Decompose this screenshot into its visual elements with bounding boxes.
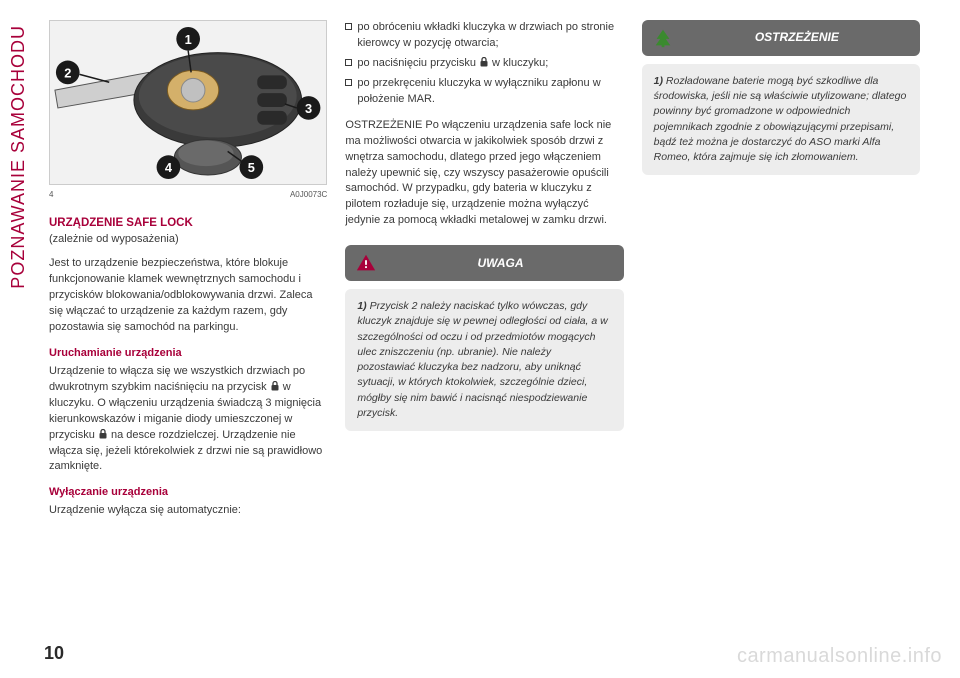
- alert-text: Rozładowane baterie mogą być szkodliwe d…: [654, 75, 907, 163]
- svg-text:3: 3: [305, 101, 312, 116]
- activation-heading: Uruchamianie urządzenia: [49, 346, 327, 362]
- uwaga-alert: UWAGA 1) Przycisk 2 należy naciskać tylk…: [345, 245, 623, 431]
- bullet-text: po obróceniu wkładki kluczyka w drzwiach…: [357, 20, 623, 52]
- alert-ref: 1): [357, 300, 366, 312]
- warning-paragraph: OSTRZEŻENIE Po włączeniu urządzenia safe…: [345, 118, 623, 230]
- column-2: po obróceniu wkładki kluczyka w drzwiach…: [345, 20, 623, 658]
- lock-icon: [479, 57, 489, 67]
- key-fob-illustration: 1 2 3 4 5: [49, 20, 327, 185]
- deactivation-text: Urządzenie wyłącza się automatycznie:: [49, 503, 327, 519]
- bullet-item: po przekręceniu kluczyka w wyłączniku za…: [345, 76, 623, 108]
- bullet-icon: [345, 59, 352, 66]
- deactivation-heading: Wyłączanie urządzenia: [49, 485, 327, 501]
- section-tab: POZNAWANIE SAMOCHODU: [0, 25, 41, 289]
- column-1: 1 2 3 4 5 4 A0J0073C URZĄDZENIE SAFE LOC…: [49, 20, 327, 658]
- alert-title: OSTRZEŻENIE: [684, 29, 910, 46]
- alert-title: UWAGA: [387, 255, 613, 272]
- alert-ref: 1): [654, 75, 663, 87]
- lock-icon: [98, 429, 108, 439]
- svg-text:4: 4: [165, 160, 173, 175]
- figure-code: A0J0073C: [290, 189, 327, 201]
- ostrzezenie-alert: OSTRZEŻENIE 1) Rozładowane baterie mogą …: [642, 20, 920, 175]
- svg-text:5: 5: [248, 160, 255, 175]
- equipment-note: (zależnie od wyposażenia): [49, 232, 327, 248]
- alert-text: Przycisk 2 należy naciskać tylko wówczas…: [357, 300, 607, 419]
- bullet-text: po przekręceniu kluczyka w wyłączniku za…: [357, 76, 623, 108]
- page-number: 10: [44, 643, 64, 664]
- alert-body: 1) Rozładowane baterie mogą być szkodliw…: [642, 64, 920, 175]
- svg-text:2: 2: [64, 65, 71, 80]
- figure-caption: 4 A0J0073C: [49, 189, 327, 201]
- bullet-item: po obróceniu wkładki kluczyka w drzwiach…: [345, 20, 623, 52]
- safe-lock-description: Jest to urządzenie bezpieczeństwa, które…: [49, 256, 327, 336]
- warning-triangle-icon: [355, 252, 377, 274]
- eco-tree-icon: [652, 27, 674, 49]
- activation-text: Urządzenie to włącza się we wszystkich d…: [49, 364, 327, 476]
- content-columns: 1 2 3 4 5 4 A0J0073C URZĄDZENIE SAFE LOC…: [41, 20, 920, 658]
- bullet-icon: [345, 79, 352, 86]
- alert-body: 1) Przycisk 2 należy naciskać tylko wówc…: [345, 289, 623, 431]
- bullet-text: po naciśnięciu przycisku w kluczyku;: [357, 56, 548, 72]
- figure-number: 4: [49, 189, 53, 201]
- bullet-icon: [345, 23, 352, 30]
- watermark: carmanualsonline.info: [737, 645, 942, 668]
- safe-lock-heading: URZĄDZENIE SAFE LOCK: [49, 215, 327, 232]
- svg-text:1: 1: [185, 32, 192, 47]
- column-3: OSTRZEŻENIE 1) Rozładowane baterie mogą …: [642, 20, 920, 658]
- lock-icon: [270, 381, 280, 391]
- alert-header: OSTRZEŻENIE: [642, 20, 920, 56]
- bullet-item: po naciśnięciu przycisku w kluczyku;: [345, 56, 623, 72]
- alert-header: UWAGA: [345, 245, 623, 281]
